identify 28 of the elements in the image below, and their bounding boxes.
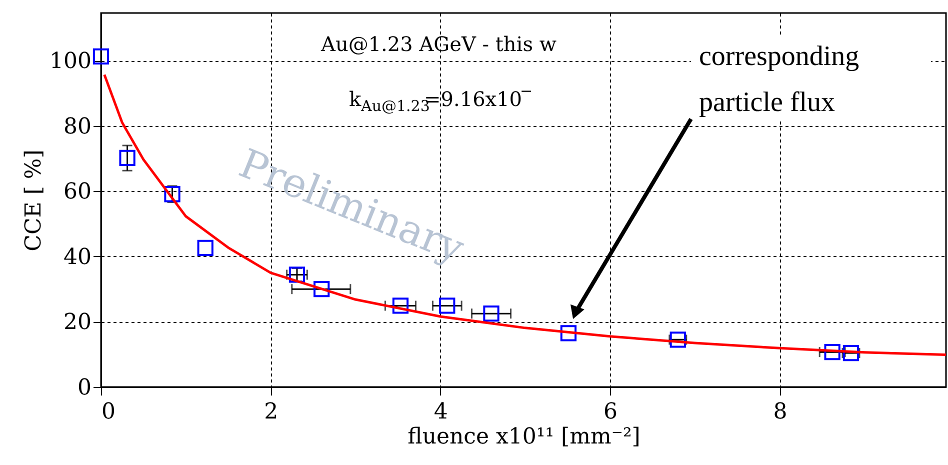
x-tick-label: 8 — [773, 400, 788, 424]
annotation: Au@1.23 AGeV - this w — [320, 32, 556, 56]
point — [314, 281, 330, 298]
x-tick-label: 0 — [102, 400, 116, 424]
point — [483, 306, 500, 322]
y-tick-label: 0 — [78, 376, 92, 400]
point — [288, 266, 306, 283]
point — [92, 48, 110, 64]
annotation: corresponding particle flux — [699, 41, 860, 118]
point — [119, 150, 136, 166]
y-tick-label: 80 — [64, 114, 92, 140]
x-tick-label: 4 — [434, 400, 448, 424]
y-axis-title: CCE [ %] — [22, 150, 47, 252]
y-tick-label: 40 — [64, 244, 92, 270]
x-axis-title: fluence x10¹¹ [mm⁻²] — [408, 424, 640, 450]
x-tick-label: 6 — [604, 400, 618, 424]
point — [670, 332, 686, 348]
point — [439, 298, 456, 314]
point — [197, 240, 214, 256]
line-series — [103, 73, 948, 356]
point — [824, 344, 840, 360]
point — [560, 325, 577, 342]
y-tick-label: 100 — [50, 49, 92, 74]
point — [392, 298, 409, 314]
y-tick-label: 60 — [64, 180, 92, 205]
y-tick-label: 20 — [64, 310, 92, 336]
point — [164, 186, 180, 202]
x-tick-label: 2 — [264, 400, 278, 424]
